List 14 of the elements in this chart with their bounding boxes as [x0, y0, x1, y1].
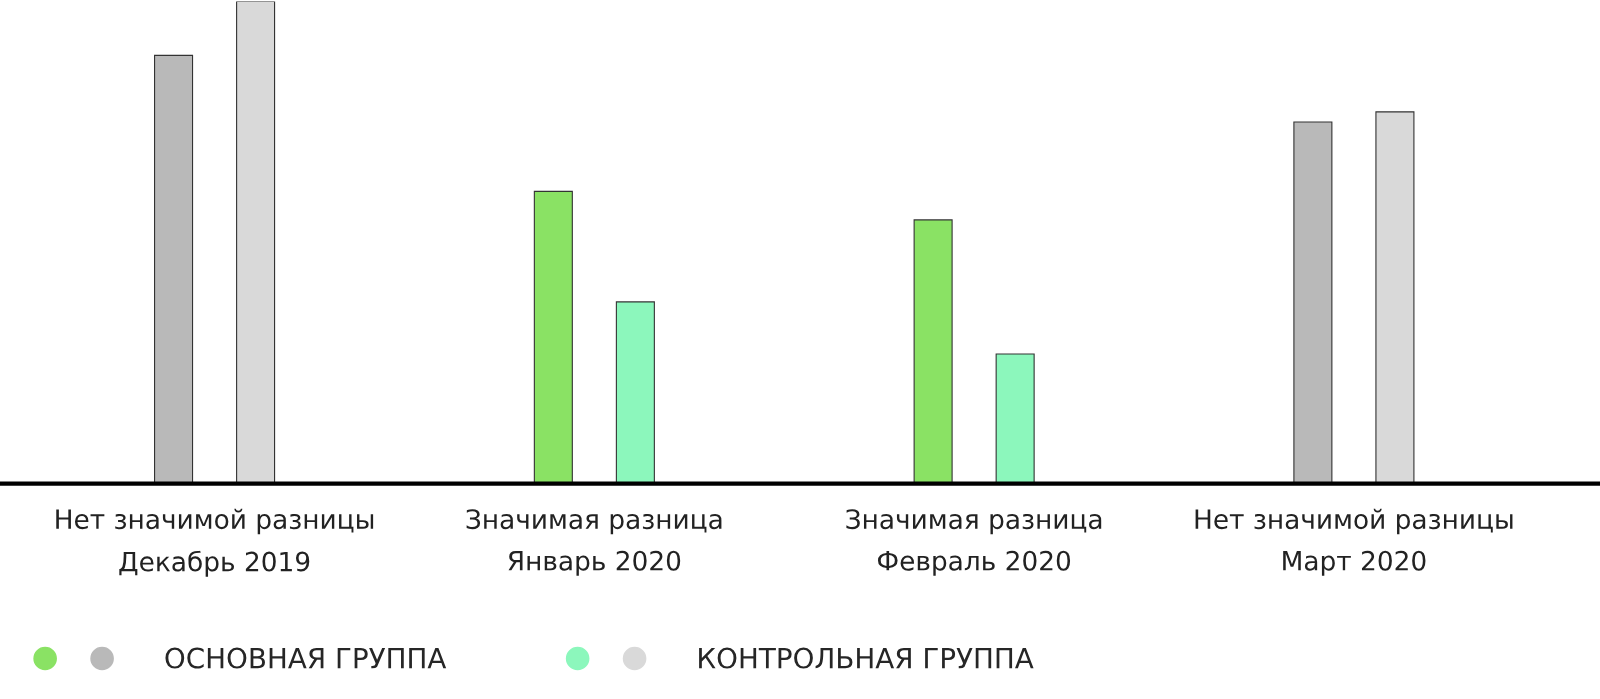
bar — [615, 301, 655, 484]
x-tick-label: Значимая разница Февраль 2020 — [846, 509, 1102, 576]
legend-label: ОСНОВНАЯ ГРУППА — [165, 647, 447, 669]
bar — [913, 219, 953, 484]
bar — [1375, 111, 1415, 484]
bar — [1293, 121, 1333, 484]
x-tick-label: Нет значимой разницы Декабрь 2019 — [56, 508, 374, 577]
x-tick-label: Значимая разница Январь 2020 — [466, 509, 722, 576]
bar — [154, 54, 194, 484]
bar — [236, 1, 276, 484]
legend-label: КОНТРОЛЬНАЯ ГРУППА — [699, 647, 1034, 669]
bar — [995, 353, 1035, 484]
x-tick-label: Нет значимой разницы Март 2020 — [1195, 508, 1513, 576]
bar — [533, 190, 573, 484]
